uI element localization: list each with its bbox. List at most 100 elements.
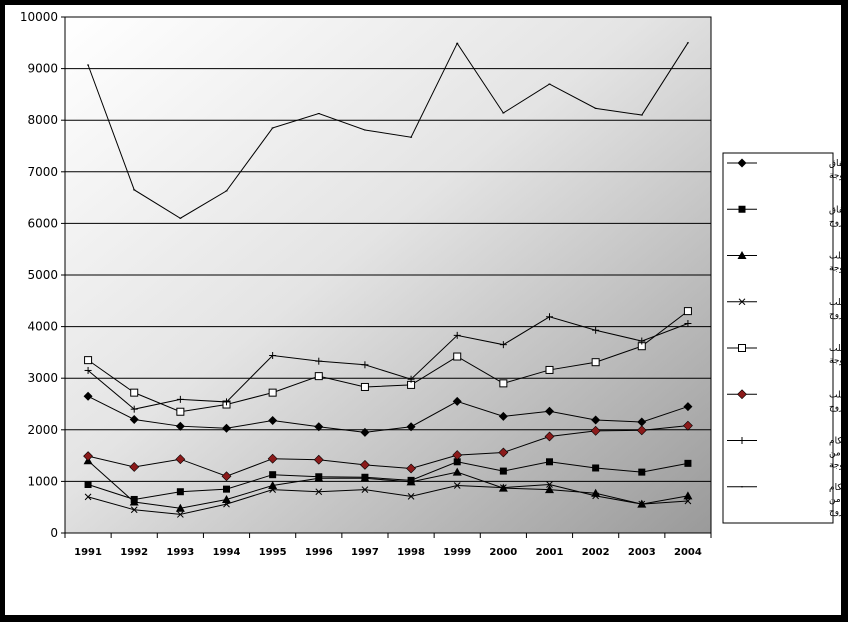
data-point [314, 422, 324, 432]
legend-label: اتفاق لعلة بطلبمن الزوج [829, 390, 841, 412]
data-point [315, 488, 323, 496]
legend-label: اتفاق للضرر بطلبمن الزوجة [829, 252, 841, 274]
legend-entry: مجموع أحكاماتفاق بطلب منالزوجة [727, 435, 841, 471]
data-point [592, 464, 600, 472]
data-point [269, 486, 276, 494]
data-point [269, 351, 277, 359]
data-point [267, 453, 278, 464]
chart-frame: 0 1000 2000 3000 4000 5000 6000 7000 8000 9000 100… [5, 5, 841, 615]
data-point [590, 425, 601, 436]
data-point [684, 459, 692, 467]
x-tick-label: 2002 [582, 547, 610, 558]
data-point [738, 205, 746, 213]
y-tick-label: 10000 [20, 10, 58, 24]
data-point [83, 451, 93, 462]
legend-label: اتفاق للضرر بطلبمن الزوج [829, 298, 841, 320]
legend-label: اتفاق بالاتفاقبطلب من الزوج [829, 205, 841, 227]
x-tick-label: 1992 [120, 547, 148, 558]
data-point [269, 471, 277, 479]
data-point [453, 458, 461, 466]
data-point [222, 494, 231, 503]
data-point [545, 365, 554, 374]
data-point [406, 463, 416, 474]
data-point [175, 454, 186, 465]
legend-label: مجموع أحكاماتفاق بطلب منالزوجة [829, 435, 841, 471]
data-point [546, 313, 553, 321]
data-point [638, 337, 646, 345]
data-point [176, 407, 185, 416]
data-point [546, 481, 553, 488]
data-point [223, 500, 230, 508]
x-tick-label: 2004 [674, 547, 702, 558]
legend-label: مجموع أحكاماتفاق بطلب منالزوج [829, 481, 841, 517]
data-point [737, 389, 747, 400]
data-point [361, 361, 369, 369]
legend-label: اتفاق بالاتفاقبطلب من الزوجة [829, 159, 841, 181]
legend-label: اتفاق لعلة بطلبمن الزوجة [829, 344, 841, 366]
data-point [360, 473, 370, 482]
data-point [130, 388, 139, 397]
data-point [637, 417, 647, 427]
series-line [87, 461, 689, 500]
legend-entry: اتفاق لعلة بطلبمن الزوجة [727, 344, 841, 366]
x-tick-label: 2000 [489, 547, 517, 558]
data-point [453, 331, 461, 339]
data-point [407, 375, 415, 383]
data-point [499, 379, 508, 388]
data-point [406, 477, 416, 486]
data-point [130, 405, 138, 413]
x-tick-label: 1996 [305, 547, 333, 558]
legend-box [722, 152, 834, 524]
data-point [129, 497, 139, 506]
series-line [87, 425, 688, 477]
legend-entry: اتفاق بالاتفاقبطلب من الزوج [727, 205, 841, 227]
data-point [591, 358, 600, 367]
data-point [84, 366, 92, 374]
series-line [87, 483, 688, 515]
series-2 [84, 458, 692, 503]
series-1 [83, 391, 693, 437]
data-point [407, 493, 415, 500]
data-point [314, 372, 323, 381]
data-point [84, 480, 92, 488]
data-point [684, 320, 692, 328]
x-tick-label: 1991 [74, 547, 102, 558]
data-point [452, 396, 462, 406]
series-4 [84, 481, 692, 518]
data-point [738, 437, 746, 444]
legend-entry: اتفاق للضرر بطلبمن الزوج [727, 298, 841, 320]
y-tick-label: 8000 [27, 113, 58, 127]
series-6 [83, 420, 693, 482]
y-tick-label: 5000 [27, 268, 58, 282]
x-tick-label: 1998 [397, 547, 425, 558]
data-point [176, 488, 184, 496]
y-tick-label: 7000 [27, 165, 58, 179]
data-point [592, 492, 599, 500]
data-point [175, 503, 185, 512]
data-point [498, 447, 509, 458]
data-point [360, 459, 370, 470]
data-point [499, 341, 507, 349]
data-point [591, 488, 601, 497]
data-point [545, 485, 554, 494]
data-point [638, 468, 646, 476]
data-point [738, 298, 746, 306]
data-point [84, 493, 92, 501]
data-point [500, 484, 507, 491]
data-point [221, 471, 232, 482]
data-point [544, 431, 555, 442]
data-point [684, 497, 692, 505]
data-point [683, 491, 693, 500]
data-point [738, 344, 746, 352]
data-point [452, 450, 463, 461]
y-tick-label: 9000 [27, 62, 58, 76]
y-tick-label: 1000 [27, 474, 58, 488]
data-point [129, 462, 140, 472]
series-3 [83, 456, 693, 512]
legend-entry: مجموع أحكاماتفاق بطلب منالزوج [727, 481, 841, 517]
x-tick-label: 1993 [166, 547, 194, 558]
data-point [453, 352, 462, 361]
x-tick-label: 1995 [259, 547, 287, 558]
data-point [83, 391, 93, 401]
data-point [498, 411, 508, 421]
